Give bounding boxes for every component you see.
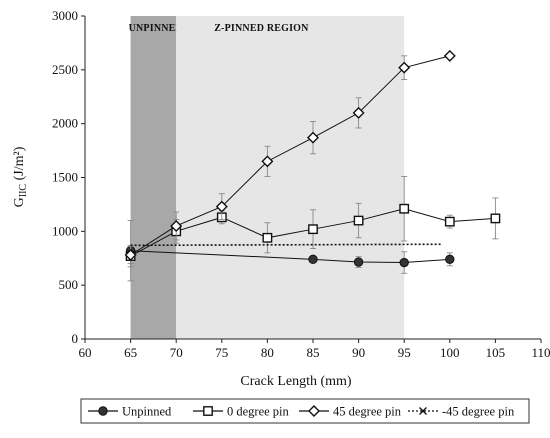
- region-label-1: Z-PINNED REGION: [214, 23, 309, 34]
- data-point-2-2: [215, 200, 228, 213]
- data-point-2-7: [443, 49, 456, 62]
- y-axis-title-sub: IIC: [18, 184, 29, 198]
- x-tick-label: 85: [307, 345, 320, 360]
- data-point-1-7: [444, 216, 455, 227]
- legend-label-1: 0 degree pin: [227, 405, 290, 419]
- data-point-2-3: [261, 155, 274, 168]
- data-point-2-0: [124, 249, 137, 262]
- data-series: [124, 49, 501, 282]
- tick-labels: 0 500 1000 1500 2000 2500 3000 60 65 70 75 80 85 90 95…: [52, 8, 550, 360]
- data-point-2-1: [170, 219, 183, 232]
- y-tick-label: 3000: [52, 8, 78, 23]
- y-tick-label: 0: [72, 331, 79, 346]
- legend-label-0: Unpinned: [122, 405, 172, 419]
- y-tick-label: 2500: [52, 62, 78, 77]
- x-tick-label: 75: [215, 345, 228, 360]
- y-tick-label: 2000: [52, 116, 78, 131]
- y-axis-title-unit: (J/m²): [12, 146, 27, 184]
- x-tick-label: 105: [486, 345, 506, 360]
- data-point-1-4: [308, 224, 318, 235]
- x-tick-label: 80: [261, 345, 274, 360]
- data-point-1-3: [262, 232, 273, 243]
- legend-marker-3: [419, 407, 427, 415]
- x-tick-label: 95: [398, 345, 411, 360]
- region-band-0: [130, 16, 177, 339]
- y-tick-label: 1500: [52, 170, 78, 185]
- data-point-1-6: [399, 203, 410, 214]
- y-tick-label: 1000: [52, 223, 78, 238]
- legend: Unpinned 0 degree pin 45 degree pin -45 deg…: [80, 398, 530, 424]
- legend-marker-0: [98, 406, 108, 416]
- y-axis-title-main: G: [12, 197, 27, 207]
- x-tick-label: 65: [124, 345, 137, 360]
- x-tick-label: 70: [170, 345, 183, 360]
- data-point-0-2: [353, 257, 364, 267]
- series-2: [124, 49, 456, 265]
- series-line-2: [130, 55, 450, 256]
- data-point-2-5: [352, 106, 365, 119]
- legend-marker-2: [308, 405, 320, 417]
- x-tick-label: 60: [79, 345, 92, 360]
- data-point-0-4: [445, 254, 455, 265]
- region-label-0: UNPINNED: [129, 23, 183, 34]
- region-band-1: [176, 16, 405, 339]
- legend-label-2: 45 degree pin: [333, 405, 402, 419]
- data-point-2-4: [307, 131, 319, 144]
- x-tick-label: 110: [531, 345, 550, 360]
- x-axis-title: Crack Length (mm): [240, 374, 352, 389]
- shaded-regions: UNPINNED Z-PINNED REGION: [129, 16, 405, 339]
- x-tick-label: 100: [440, 345, 460, 360]
- data-point-0-1: [308, 254, 318, 265]
- legend-marker-1: [203, 406, 213, 416]
- legend-label-3: -45 degree pin: [442, 405, 515, 419]
- data-point-0-3: [399, 257, 409, 268]
- series-0: [125, 220, 455, 282]
- data-point-1-5: [353, 215, 364, 226]
- axes: [81, 15, 542, 343]
- data-point-1-8: [490, 213, 501, 224]
- x-tick-label: 90: [352, 345, 365, 360]
- y-axis-title: GIIC (J/m²): [12, 146, 29, 207]
- y-tick-label: 500: [59, 277, 79, 292]
- data-point-2-6: [398, 61, 411, 74]
